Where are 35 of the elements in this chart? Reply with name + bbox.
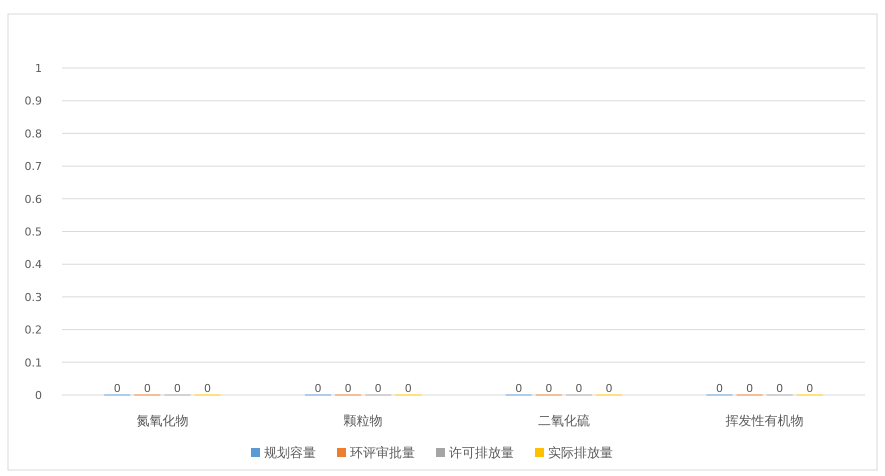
data-label: 0 [515,382,522,395]
y-tick-label: 0.6 [24,192,42,206]
y-tick-label: 0.2 [24,324,42,337]
legend-label: 实际排放量 [548,446,613,461]
data-label: 0 [545,382,552,395]
data-label: 0 [344,382,352,395]
y-tick-label: 0 [35,389,42,402]
y-tick-label: 0.3 [24,290,42,304]
y-tick-label: 0.8 [24,127,42,140]
x-tick-label: 氮氧化物 [136,414,188,429]
data-label: 0 [746,382,754,395]
data-label: 0 [776,382,784,395]
data-label: 0 [404,382,412,395]
y-tick-label: 1 [35,62,42,75]
legend-label: 规划容量 [264,445,316,461]
legend-label: 环评审批量 [350,445,415,461]
data-label: 0 [114,382,121,395]
data-label: 0 [374,382,382,395]
x-tick-label: 颗粒物 [344,414,383,429]
x-tick-label: 挥发性有机物 [726,414,804,429]
data-label: 0 [806,382,814,395]
x-tick-label: 二氧化硫 [538,414,590,429]
data-label: 0 [606,382,613,395]
data-label: 0 [144,382,151,395]
legend-label: 许可排放量 [449,446,514,461]
y-tick-label: 0.1 [24,356,42,370]
data-label: 0 [716,382,723,395]
y-tick-label: 0.7 [24,160,42,174]
data-label: 0 [174,382,181,395]
y-tick-label: 0.9 [24,94,42,108]
data-label: 0 [575,382,582,395]
y-tick-label: 0.4 [24,258,42,272]
data-label: 0 [314,382,322,395]
data-label: 0 [204,382,212,395]
y-tick-label: 0.5 [24,226,42,238]
